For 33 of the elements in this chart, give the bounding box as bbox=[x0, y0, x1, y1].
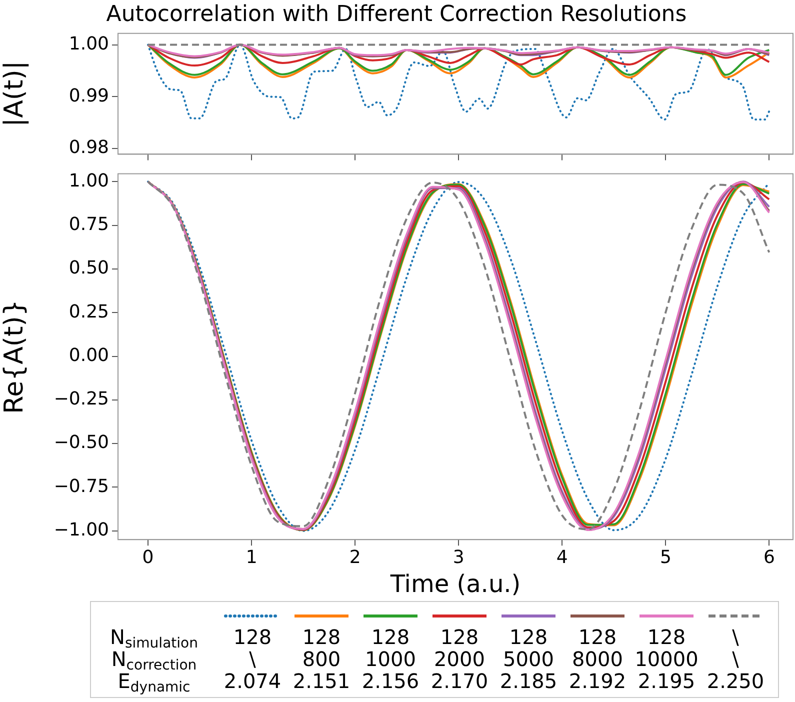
legend-label: 128 1000 2.156 bbox=[362, 625, 420, 694]
x-tick-label: 5 bbox=[660, 547, 672, 568]
y-tick-label: −1.00 bbox=[54, 520, 109, 541]
x-tick-label: 1 bbox=[246, 547, 258, 568]
legend-label: 128 8000 2.192 bbox=[568, 625, 626, 694]
legend-label: 128 800 2.151 bbox=[292, 625, 350, 694]
legend-label: 128 5000 2.185 bbox=[500, 625, 558, 694]
x-tick-label: 3 bbox=[452, 547, 464, 568]
y-tick-label: −0.25 bbox=[54, 388, 109, 410]
x-tick-label: 6 bbox=[763, 547, 775, 568]
y-tick-label: −0.50 bbox=[54, 432, 109, 454]
line-series bbox=[147, 44, 770, 120]
chart-title: Autocorrelation with Different Correction Resolutions bbox=[106, 2, 687, 27]
legend-label: \ \ 2.250 bbox=[706, 625, 764, 694]
y-tick-label: 1.00 bbox=[68, 170, 109, 192]
legend-label: 128 10000 2.195 bbox=[634, 625, 698, 694]
y-tick-label: 0.98 bbox=[68, 137, 109, 158]
y-tick-label: 0.75 bbox=[68, 214, 109, 235]
y-tick-label: 1.00 bbox=[68, 33, 109, 54]
x-axis-title: Time (a.u.) bbox=[389, 570, 521, 598]
legend-label: 128 2000 2.170 bbox=[430, 625, 488, 694]
line-series bbox=[147, 44, 770, 67]
x-tick-label: 0 bbox=[142, 547, 154, 568]
y-axis-title: |A(t)| bbox=[0, 60, 30, 127]
y-tick-label: 0.99 bbox=[68, 85, 109, 106]
y-tick-label: −0.75 bbox=[54, 476, 109, 497]
x-tick-label: 2 bbox=[349, 547, 361, 568]
y-tick-label: 0.25 bbox=[68, 301, 109, 322]
legend-label: 128 \ 2.074 bbox=[224, 625, 282, 694]
x-tick-label: 4 bbox=[556, 547, 568, 568]
y-axis-title: Re{A(t)} bbox=[0, 300, 30, 414]
y-tick-label: 0.00 bbox=[68, 344, 109, 366]
y-tick-label: 0.50 bbox=[68, 258, 109, 279]
